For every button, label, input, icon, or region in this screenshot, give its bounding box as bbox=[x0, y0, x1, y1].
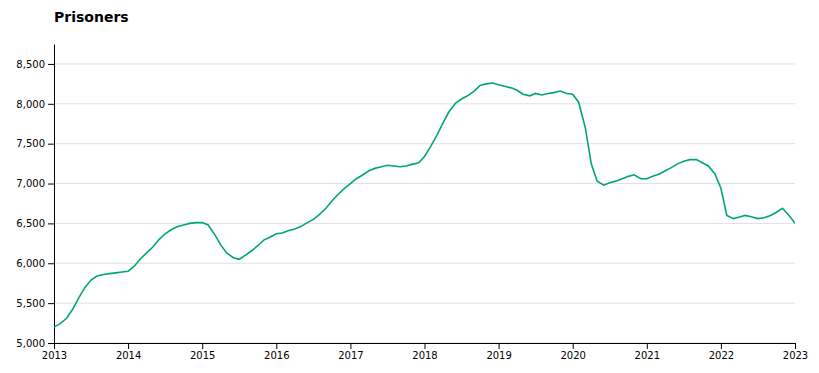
tick-label: 6,500 bbox=[16, 218, 45, 229]
tick-mark bbox=[276, 343, 277, 349]
tick-mark bbox=[573, 343, 574, 349]
grid-line bbox=[54, 183, 795, 184]
grid-line bbox=[54, 63, 795, 64]
tick-mark bbox=[499, 343, 500, 349]
tick-mark bbox=[721, 343, 722, 349]
grid-line bbox=[54, 223, 795, 224]
tick: 6,000 bbox=[16, 258, 54, 269]
tick-label: 7,000 bbox=[16, 178, 45, 189]
tick: 2020 bbox=[560, 343, 585, 361]
tick: 2018 bbox=[412, 343, 437, 361]
tick-label: 2016 bbox=[264, 350, 289, 361]
tick: 2017 bbox=[338, 343, 363, 361]
tick-mark bbox=[48, 64, 54, 65]
tick: 7,500 bbox=[16, 138, 54, 149]
grid bbox=[54, 64, 795, 343]
tick: 2023 bbox=[783, 343, 808, 361]
tick: 2014 bbox=[116, 343, 141, 361]
tick-label: 2018 bbox=[412, 350, 437, 361]
line bbox=[54, 83, 795, 327]
tick-label: 2015 bbox=[190, 350, 215, 361]
tick-label: 7,500 bbox=[16, 138, 45, 149]
tick-label: 8,500 bbox=[16, 59, 45, 70]
grid-line bbox=[54, 143, 795, 144]
tick-mark bbox=[128, 343, 129, 349]
tick-mark bbox=[48, 303, 54, 304]
tick-mark bbox=[350, 343, 351, 349]
tick-label: 2021 bbox=[635, 350, 660, 361]
tick: 2016 bbox=[264, 343, 289, 361]
tick: 5,000 bbox=[16, 338, 54, 349]
tick-label: 5,500 bbox=[16, 298, 45, 309]
tick-label: 2023 bbox=[783, 350, 808, 361]
tick: 2021 bbox=[635, 343, 660, 361]
tick-label: 8,000 bbox=[16, 99, 45, 110]
chart: 2013 2014 2015 2016 2017 2018 2019 2020 2021 2022… bbox=[0, 0, 819, 373]
tick: 2022 bbox=[709, 343, 734, 361]
tick-label: 2013 bbox=[42, 350, 67, 361]
tick-label: 2019 bbox=[486, 350, 511, 361]
tick-label: 2017 bbox=[338, 350, 363, 361]
tick-mark bbox=[202, 343, 203, 349]
tick-mark bbox=[48, 223, 54, 224]
tick: 6,500 bbox=[16, 218, 54, 229]
tick-label: 2020 bbox=[560, 350, 585, 361]
grid-line bbox=[54, 263, 795, 264]
x-axis: 2013 2014 2015 2016 2017 2018 2019 2020 2021 2022… bbox=[42, 343, 808, 361]
axis-line bbox=[54, 45, 55, 344]
tick: 8,000 bbox=[16, 99, 54, 110]
y-axis: 5,000 5,500 6,000 6,500 7,000 7,500 8,000 8,500 bbox=[16, 45, 54, 349]
tick-label: 2014 bbox=[116, 350, 141, 361]
tick-mark bbox=[48, 184, 54, 185]
title: Prisoners bbox=[54, 9, 129, 25]
tick-mark bbox=[48, 144, 54, 145]
tick-mark bbox=[48, 343, 54, 344]
tick: 2019 bbox=[486, 343, 511, 361]
tick-mark bbox=[48, 104, 54, 105]
grid-line bbox=[54, 103, 795, 104]
tick: 8,500 bbox=[16, 59, 54, 70]
tick: 5,500 bbox=[16, 298, 54, 309]
tick: 7,000 bbox=[16, 178, 54, 189]
tick-mark bbox=[54, 343, 55, 349]
tick-mark bbox=[425, 343, 426, 349]
tick-label: 2022 bbox=[709, 350, 734, 361]
tick-mark bbox=[647, 343, 648, 349]
tick-mark bbox=[795, 343, 796, 349]
tick-label: 5,000 bbox=[16, 338, 45, 349]
tick-mark bbox=[48, 263, 54, 264]
tick: 2015 bbox=[190, 343, 215, 361]
tick-label: 6,000 bbox=[16, 258, 45, 269]
grid-line bbox=[54, 303, 795, 304]
tick: 2013 bbox=[42, 343, 67, 361]
plot: 2013 2014 2015 2016 2017 2018 2019 2020 2021 2022… bbox=[16, 45, 808, 362]
marks bbox=[54, 83, 795, 327]
